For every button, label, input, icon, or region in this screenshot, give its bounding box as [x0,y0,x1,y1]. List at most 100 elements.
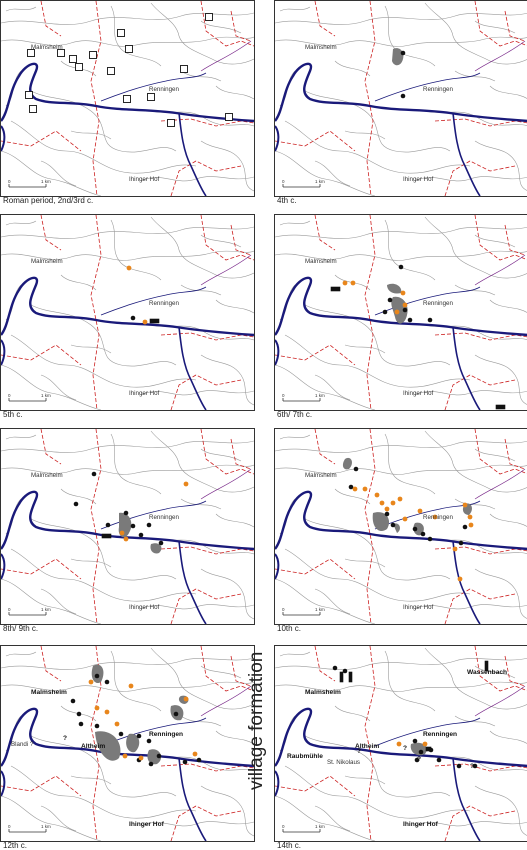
contour-line [30,518,177,581]
boundary-line [364,429,376,624]
svg-text:1 km: 1 km [315,824,325,829]
find-black-dot [76,711,82,717]
svg-text:1 km: 1 km [315,393,325,398]
map-panel-14th: Malmsheim Renningen Ihinger Hof Altheim Raub… [274,645,527,842]
svg-text:1 km: 1 km [41,607,51,612]
contour-line [1,12,254,25]
place-label-malmsheim: Malmsheim [305,472,337,479]
boundary-line [230,438,252,470]
find-black-dot [402,307,408,313]
basemap [1,215,254,410]
caption-4th: 4th c. [277,196,297,205]
place-label-renningen: Renningen [149,514,179,521]
contour-line [454,284,496,296]
find-orange-dot [114,721,120,727]
boundary-line [444,588,516,624]
find-orange-dot [192,751,198,757]
place-label-malmsheim: Malmsheim [305,44,337,51]
contour-line [1,150,102,196]
find-orange-dot [422,741,428,747]
stream [200,254,252,286]
map-6th7th: Malmsheim Renningen Ihinger Hof 0 1 km [275,215,527,410]
place-label-renningen: Renningen [149,86,179,93]
find-orange-dot [374,492,380,498]
contour-line [150,538,254,555]
river-branch [452,540,481,624]
contour-line [474,234,516,248]
find-orange-dot [126,265,132,271]
map-4th: Malmsheim Renningen Ihinger Hof 0 1 km [275,1,527,196]
stream [374,286,481,316]
map-10th: Malmsheim Renningen Ihinger Hof 0 1 km [275,429,527,624]
stream [474,40,526,72]
find-black-dot [156,753,162,759]
contour-line [275,578,376,624]
contour-line [40,588,77,615]
contour-line [60,488,97,505]
contour-line [384,650,436,712]
contour-line [454,70,496,82]
map-5th: Malmsheim Renningen Ihinger Hof 0 1 km [1,215,254,410]
svg-text:0: 0 [282,393,285,398]
find-orange-dot [122,753,128,759]
contour-line [40,160,77,187]
stream [100,72,207,102]
boundary-line [504,224,526,256]
place-label-renningen: Renningen [149,300,179,307]
contour-line [200,785,254,837]
boundary-line [40,1,62,37]
boundary-line [1,775,82,797]
contour-line [474,665,516,679]
river [1,125,6,152]
river [1,770,6,797]
find-black-dot [105,522,111,528]
find-black-dot [182,759,188,765]
place-label-ihinger: Ihinger Hof [403,604,434,611]
scale-bar: 0 1 km [8,607,51,616]
roman-site-marker [147,93,155,101]
contour-line [180,715,222,727]
boundary-line [444,805,516,841]
map-panel-8th9th: Malmsheim Renningen Ihinger Hof 0 1 km [0,428,255,625]
find-orange-dot [468,522,474,528]
boundary-line [160,118,254,127]
contour-line [424,430,527,493]
boundary-line [90,429,102,624]
find-orange-dot [432,514,438,520]
contour-line [344,130,386,140]
find-orange-dot [396,741,402,747]
river [275,276,527,337]
basemap [1,1,254,196]
contour-line [30,304,177,367]
place-label-renningen: Renningen [423,300,453,307]
boundary-line [444,160,516,196]
find-black-dot [387,297,393,303]
boundary-line [434,118,527,127]
find-black-dot [400,50,406,56]
find-orange-dot [402,302,408,308]
contour-line [215,299,254,314]
find-orange-dot [183,481,189,487]
question-mark: ? [403,745,407,752]
contour-line [1,657,254,670]
svg-text:1 km: 1 km [315,179,325,184]
place-label-nikolaus: St. Nikolaus [327,759,360,766]
find-black-dot [94,673,100,679]
river [275,707,527,768]
contour-line [110,650,162,712]
grave-marker [330,286,341,292]
map-12th: Malmsheim Renningen Ihinger Hof Altheim Blan… [1,646,254,841]
grave-marker [339,671,344,683]
contour-line [30,90,177,153]
boundary-line [40,429,62,465]
svg-text:0: 0 [282,179,285,184]
question-mark: ? [63,735,67,742]
boundary-line [314,646,336,682]
roman-site-marker [167,119,175,127]
boundary-line [170,588,242,624]
scale-bar: 0 1 km [282,179,325,188]
find-black-dot [342,668,348,674]
stream [100,717,207,747]
map-panel-12th: Malmsheim Renningen Ihinger Hof Altheim Blan… [0,645,255,842]
contour-line [200,448,242,462]
